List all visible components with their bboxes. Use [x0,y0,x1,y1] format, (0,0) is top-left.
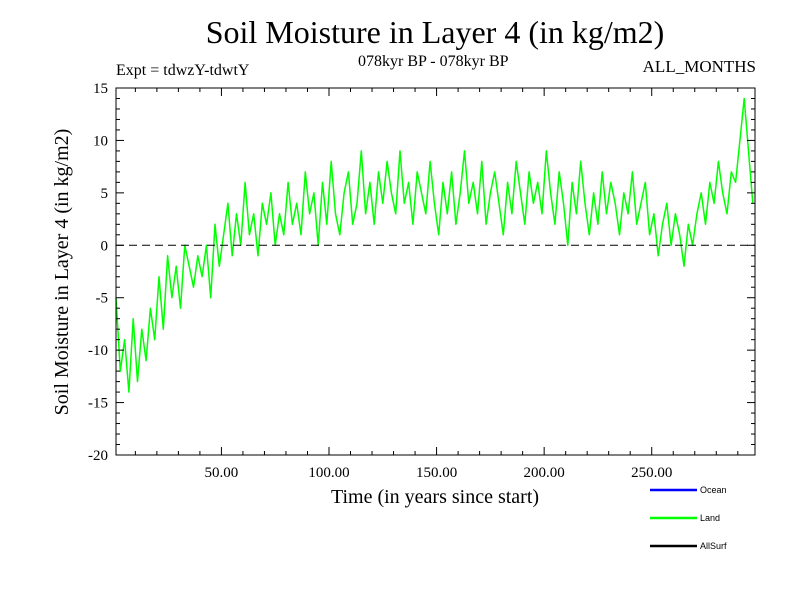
chart-title: Soil Moisture in Layer 4 (in kg/m2) [205,14,665,50]
y-tick-label: -10 [88,343,108,359]
y-axis-label: Soil Moisture in Layer 4 (in kg/m2) [51,129,73,416]
y-tick-label: -20 [88,448,108,464]
y-tick-label: 10 [93,133,108,149]
x-tick-label: 50.00 [205,465,239,481]
y-tick-label: 15 [93,81,108,97]
x-axis-label: Time (in years since start) [331,486,539,508]
y-tick-label: -15 [88,396,108,412]
x-tick-label: 200.00 [524,465,565,481]
x-tick-label: 100.00 [308,465,349,481]
plot-frame [115,87,756,456]
x-tick-label: 250.00 [631,465,672,481]
chart-subtitle: 078kyr BP - 078kyr BP [358,53,509,70]
legend-label-allsurf: AllSurf [700,541,727,551]
legend-label-ocean: Ocean [700,485,727,495]
x-tick-label: 150.00 [416,465,457,481]
y-tick-label: -5 [96,291,109,307]
y-tick-label: 0 [101,238,109,254]
y-tick-label: 5 [101,186,109,202]
legend-label-land: Land [700,513,720,523]
period-label: ALL_MONTHS [642,57,756,76]
experiment-label: Expt = tdwzY-tdwtY [116,62,250,79]
